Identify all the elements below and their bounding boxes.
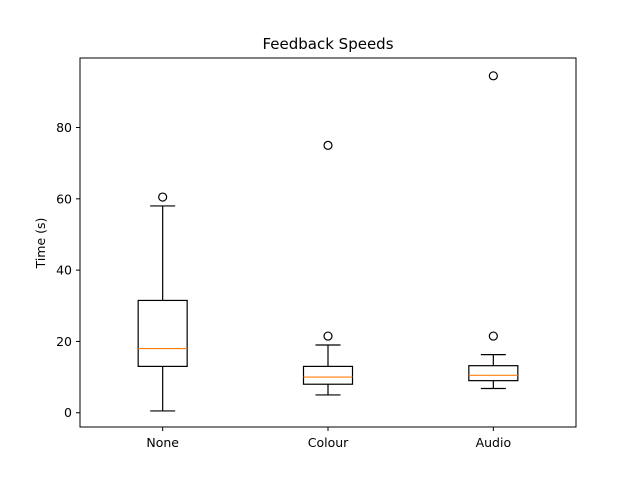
x-tick-label: Audio: [476, 435, 512, 450]
outlier-point: [323, 140, 333, 150]
axes-frame: [79, 57, 577, 428]
x-tick-label: Colour: [308, 435, 349, 450]
plot-area: 0 20 40 60 80 None Colour Audio: [56, 57, 577, 450]
y-tick-label: 60: [56, 191, 72, 206]
y-tick-label: 20: [56, 334, 72, 349]
outlier-point: [158, 192, 168, 202]
outlier-point: [488, 331, 498, 341]
x-tick-label: None: [146, 435, 179, 450]
y-tick-label: 80: [56, 120, 72, 135]
y-tick-label: 40: [56, 263, 72, 278]
y-tick-label: 0: [64, 405, 72, 420]
y-axis-label: Time (s): [33, 218, 48, 270]
chart-title: Feedback Speeds: [262, 35, 393, 53]
box-iqr: [137, 299, 188, 367]
outlier-point: [488, 71, 498, 81]
box-iqr: [468, 365, 519, 382]
box-iqr: [302, 365, 354, 385]
outlier-point: [323, 331, 333, 341]
